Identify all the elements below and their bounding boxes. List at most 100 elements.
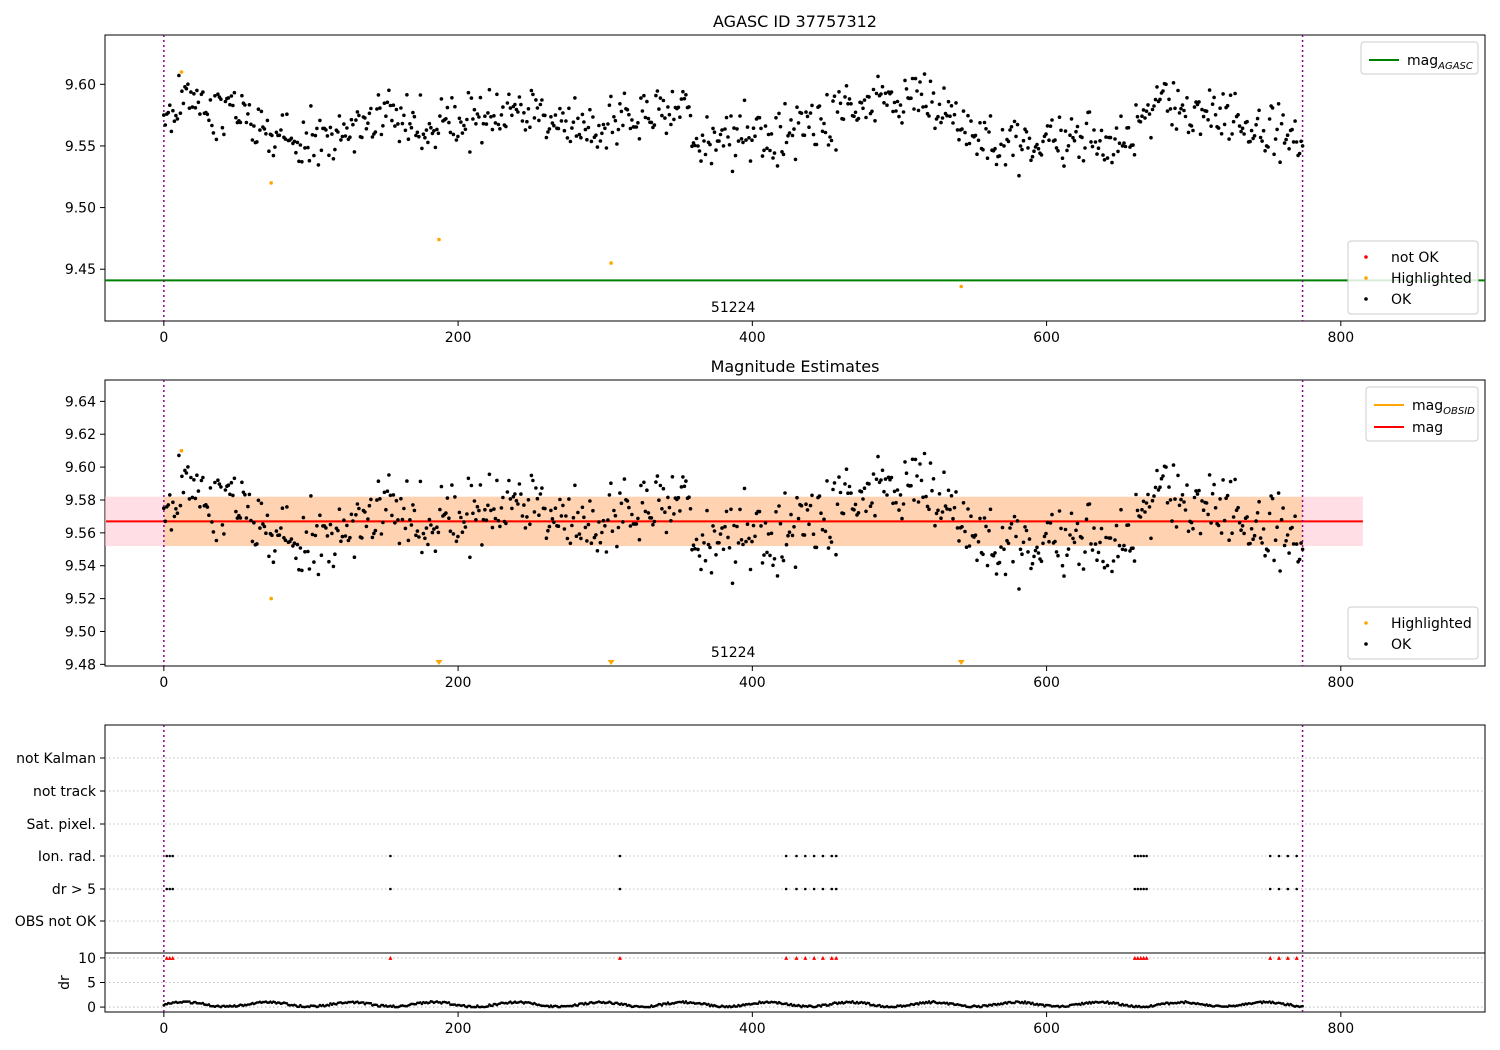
ok-point — [1180, 103, 1185, 107]
ok-point — [436, 131, 441, 136]
ok-point — [480, 543, 484, 547]
ok-point — [220, 523, 225, 527]
ok-point — [1179, 106, 1183, 111]
ok-point — [489, 508, 493, 513]
ok-point — [600, 131, 604, 136]
ok-point — [445, 496, 450, 500]
ok-point — [630, 118, 634, 122]
ok-point — [582, 120, 586, 124]
ok-point — [307, 158, 312, 163]
ok-point — [1096, 146, 1101, 150]
ok-point — [867, 95, 871, 99]
ok-point — [273, 549, 277, 553]
ok-point — [759, 524, 763, 528]
ok-point — [433, 549, 438, 553]
ok-point — [547, 127, 552, 131]
ok-point — [307, 567, 312, 571]
ok-point — [402, 113, 406, 118]
ok-point — [492, 114, 496, 118]
ok-point — [618, 491, 622, 495]
ok-point — [516, 110, 520, 114]
ok-point — [997, 560, 1002, 565]
ok-point — [1054, 550, 1059, 554]
dr-point — [1182, 1001, 1186, 1005]
ok-point — [418, 479, 423, 484]
ok-point — [1240, 126, 1245, 131]
ok-point — [1080, 536, 1084, 540]
ok-point — [843, 482, 847, 486]
flag-event-point — [784, 887, 788, 891]
flag-event-point — [618, 854, 622, 858]
ok-point — [889, 90, 894, 94]
ok-point — [1026, 550, 1030, 554]
ok-point — [871, 472, 876, 476]
ok-point — [982, 120, 987, 125]
dr-point — [188, 1000, 191, 1003]
ok-point — [747, 536, 751, 541]
highlighted-point — [437, 237, 441, 242]
ok-point — [535, 106, 540, 110]
ok-point — [501, 105, 505, 109]
ok-point — [1045, 124, 1050, 128]
ok-point — [399, 496, 403, 501]
ok-point — [942, 470, 946, 475]
ok-point — [1155, 468, 1159, 473]
ok-point — [543, 506, 547, 511]
ok-point — [1242, 531, 1246, 536]
ok-point — [820, 129, 825, 134]
agasc-xtick-label: 600 — [1033, 330, 1060, 346]
ok-point — [927, 114, 931, 118]
ok-point — [1000, 127, 1005, 132]
ok-point — [244, 516, 249, 520]
ok-point — [784, 542, 789, 547]
flag-event-point — [168, 854, 172, 858]
ok-point — [1071, 536, 1075, 541]
ok-point — [649, 516, 654, 520]
ok-point — [832, 94, 837, 98]
magest-legend-box — [1347, 606, 1479, 660]
ok-point — [1113, 538, 1117, 542]
flag-event-point — [1277, 887, 1281, 891]
ok-point — [465, 512, 469, 516]
ok-point — [342, 518, 346, 522]
ok-point — [1050, 118, 1054, 122]
panel-magnitude-estimates: Magnitude Estimates512249.489.509.529.54… — [65, 357, 1486, 691]
ok-point — [522, 503, 526, 507]
ok-point — [550, 121, 555, 125]
agasc-ytick-label: 9.50 — [65, 201, 96, 217]
ok-point — [900, 121, 904, 125]
ok-point — [1147, 505, 1152, 509]
agasc-xtick-label: 200 — [445, 330, 472, 346]
ok-point — [1023, 525, 1027, 529]
ok-point — [567, 106, 571, 111]
ok-point — [387, 473, 391, 477]
ok-point — [535, 496, 540, 501]
ok-point — [735, 127, 739, 131]
ok-point — [751, 523, 756, 528]
ok-point — [315, 524, 319, 528]
ok-point — [355, 502, 360, 506]
ok-point — [700, 133, 705, 137]
ok-point — [1252, 134, 1257, 138]
ok-point — [201, 90, 205, 94]
ok-point — [819, 117, 823, 121]
ok-point — [1119, 507, 1123, 512]
flag-event-point — [1136, 854, 1140, 858]
flag-event-point — [1286, 854, 1290, 858]
ok-point — [820, 527, 825, 532]
ok-point — [1182, 108, 1186, 113]
ok-point — [1114, 126, 1119, 130]
ok-point — [448, 130, 453, 135]
ok-point — [540, 98, 544, 102]
ok-point — [1204, 501, 1209, 505]
ok-point — [481, 121, 486, 126]
ok-point — [582, 515, 586, 520]
ok-point — [189, 475, 193, 480]
ok-point — [903, 460, 907, 464]
ok-point — [1224, 496, 1228, 501]
ok-point — [1113, 137, 1117, 141]
ok-point — [447, 120, 451, 125]
ok-point — [1035, 142, 1039, 147]
ok-point — [1209, 124, 1213, 128]
